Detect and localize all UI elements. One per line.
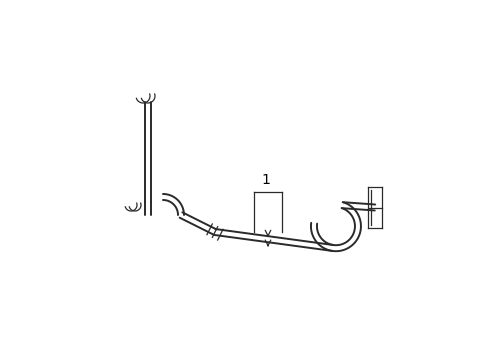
Text: 1: 1 xyxy=(261,173,270,187)
